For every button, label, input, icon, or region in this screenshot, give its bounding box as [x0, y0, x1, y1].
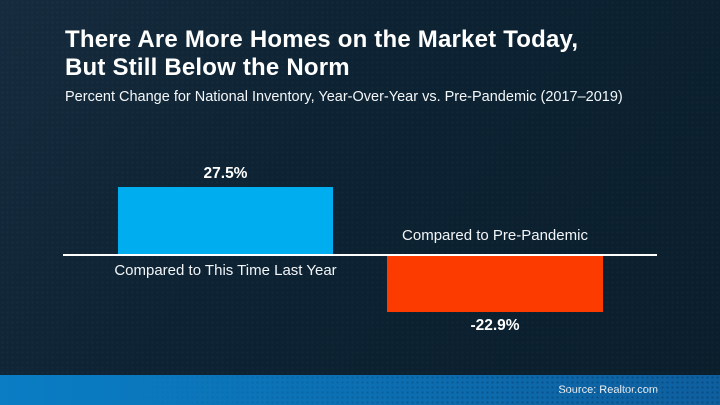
- slide-title-line2: But Still Below the Norm: [65, 54, 350, 81]
- footer-band: Source: Realtor.com: [0, 375, 720, 405]
- bar-pre-pandemic: [387, 256, 603, 312]
- category-label-last-year: Compared to This Time Last Year: [114, 262, 337, 279]
- category-label-pre-pandemic: Compared to Pre-Pandemic: [402, 227, 588, 244]
- slide-title: There Are More Homes on the Market Today…: [65, 26, 578, 82]
- axis-baseline: [63, 254, 657, 256]
- source-attribution: Source: Realtor.com: [558, 384, 658, 396]
- bar-last-year: [118, 187, 333, 254]
- slide-title-line1: There Are More Homes on the Market Today…: [65, 26, 579, 53]
- chart-subtitle: Percent Change for National Inventory, Y…: [65, 89, 623, 105]
- value-label-pre-pandemic: -22.9%: [470, 316, 520, 334]
- value-label-last-year: 27.5%: [203, 165, 248, 182]
